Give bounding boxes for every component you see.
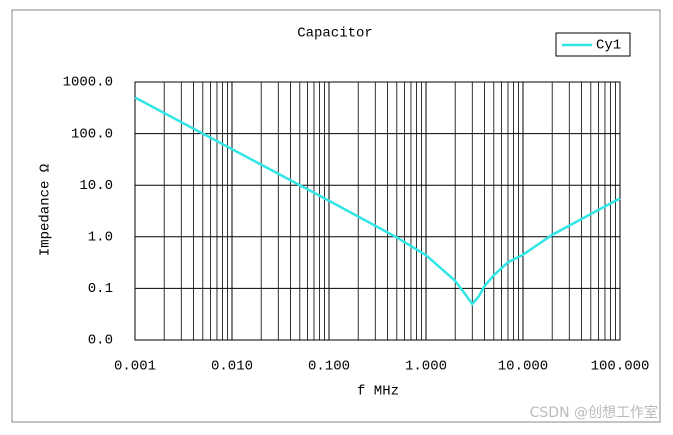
x-tick-label: 100.000 [591,359,650,375]
legend-label: Cy1 [596,38,621,54]
chart-title: Capacitor [297,26,373,42]
x-tick-label: 1.000 [405,359,447,375]
data-line [134,96,621,306]
x-tick-label: 0.100 [308,359,350,375]
y-tick-label: 10.0 [79,178,113,194]
y-tick-label: 1.0 [88,230,113,246]
plot-border [134,81,621,341]
y-tick-label: 0.1 [88,281,113,297]
x-tick-label: 10.000 [498,359,548,375]
y-tick-label: 1000.0 [63,75,113,91]
x-axis-label: f MHz [357,384,399,400]
watermark: CSDN @创想工作室 [530,404,658,421]
y-tick-label: 0.0 [88,333,113,349]
y-tick-label: 100.0 [71,126,113,142]
x-tick-label: 0.001 [114,359,156,375]
x-tick-label: 0.010 [211,359,253,375]
legend-box [555,32,631,57]
y-axis-label: Impedance Ω [38,164,54,256]
